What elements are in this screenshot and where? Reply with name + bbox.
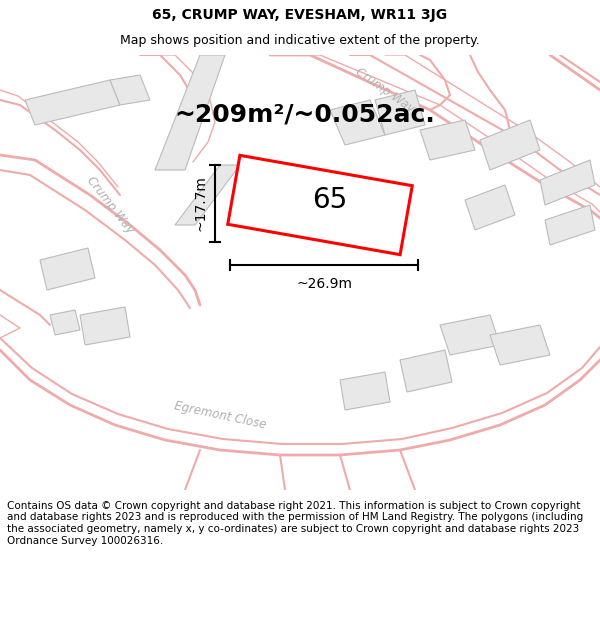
Polygon shape	[80, 307, 130, 345]
Polygon shape	[40, 248, 95, 290]
Polygon shape	[375, 90, 425, 135]
Polygon shape	[540, 160, 595, 205]
Polygon shape	[253, 190, 315, 232]
Text: Crump Way: Crump Way	[353, 65, 417, 115]
Text: ~17.7m: ~17.7m	[193, 176, 207, 231]
Polygon shape	[465, 185, 515, 230]
Polygon shape	[175, 165, 240, 225]
Text: Contains OS data © Crown copyright and database right 2021. This information is : Contains OS data © Crown copyright and d…	[7, 501, 583, 546]
Text: 65, CRUMP WAY, EVESHAM, WR11 3JG: 65, CRUMP WAY, EVESHAM, WR11 3JG	[152, 8, 448, 22]
Polygon shape	[545, 205, 595, 245]
Text: 65: 65	[313, 186, 347, 214]
Polygon shape	[155, 55, 225, 170]
Polygon shape	[400, 350, 452, 392]
Polygon shape	[25, 80, 120, 125]
Polygon shape	[330, 100, 385, 145]
Polygon shape	[50, 310, 80, 335]
Polygon shape	[420, 120, 475, 160]
Text: Egremont Close: Egremont Close	[173, 399, 267, 431]
Polygon shape	[110, 75, 150, 105]
Polygon shape	[228, 156, 412, 254]
Polygon shape	[440, 315, 500, 355]
Text: ~209m²/~0.052ac.: ~209m²/~0.052ac.	[175, 103, 436, 127]
Text: ~26.9m: ~26.9m	[296, 277, 352, 291]
Polygon shape	[480, 120, 540, 170]
Polygon shape	[490, 325, 550, 365]
Text: Map shows position and indicative extent of the property.: Map shows position and indicative extent…	[120, 34, 480, 47]
Text: Crump Way: Crump Way	[84, 174, 136, 236]
Polygon shape	[340, 372, 390, 410]
